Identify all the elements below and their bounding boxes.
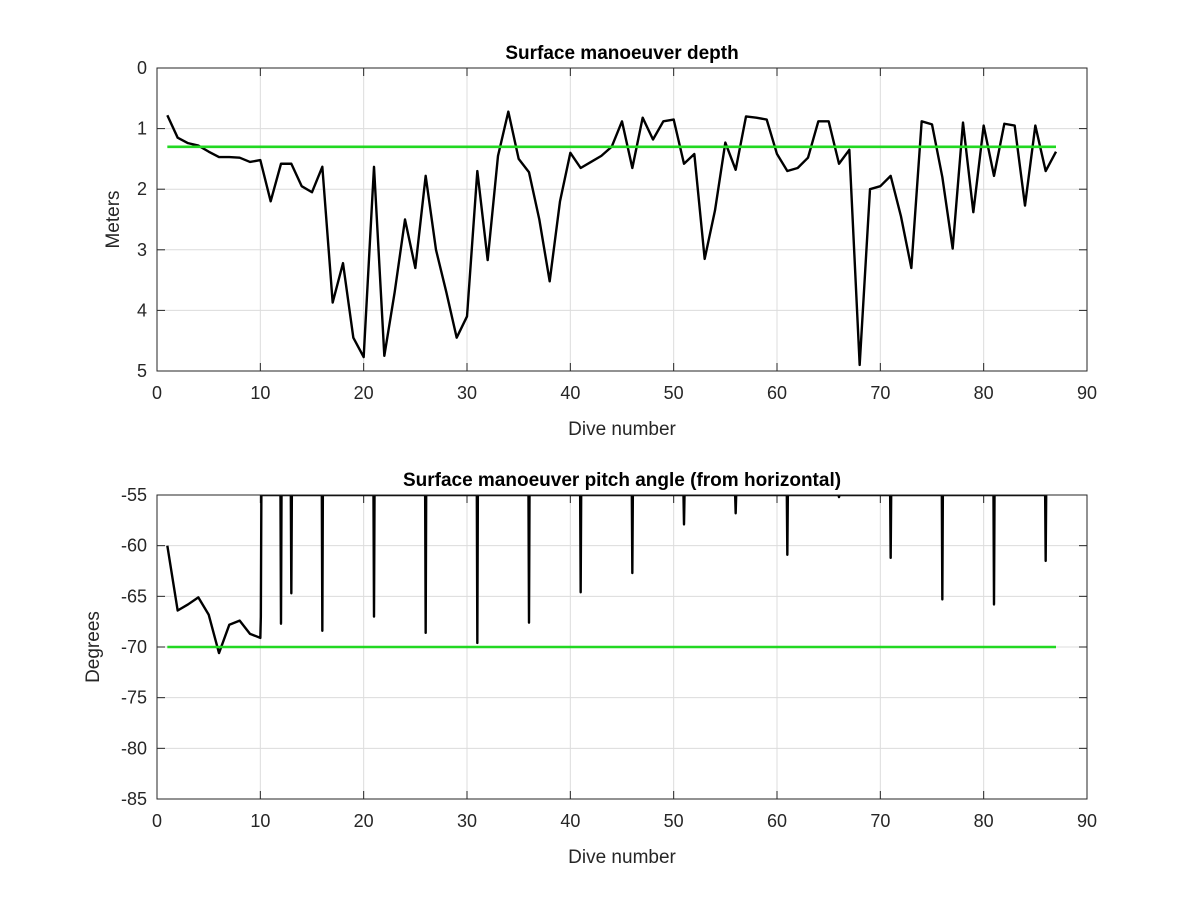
y-tick-label: -60	[121, 536, 147, 556]
x-tick-label: 50	[664, 811, 684, 831]
x-tick-label: 30	[457, 383, 477, 403]
chart-title: Surface manoeuver pitch angle (from hori…	[403, 470, 841, 491]
y-axis-label: Degrees	[83, 611, 104, 683]
plot-area	[157, 68, 1087, 371]
y-tick-label: -80	[121, 738, 147, 758]
y-tick-label: 0	[137, 58, 147, 78]
x-tick-label: 70	[870, 811, 890, 831]
x-tick-label: 70	[870, 383, 890, 403]
depth-chart: 0 10 20 30 40 50 60 70 80 90 0 1 2 3 4 5 Surface manoeuv…	[103, 43, 1097, 440]
x-tick-label: 80	[974, 383, 994, 403]
y-tick-label: -55	[121, 485, 147, 505]
x-tick-label: 90	[1077, 383, 1097, 403]
data-series-line	[166, 495, 1048, 655]
y-tick-label: 2	[137, 179, 147, 199]
x-tick-label: 90	[1077, 811, 1097, 831]
y-tick-label: -85	[121, 789, 147, 809]
axes-frame	[156, 67, 1088, 372]
y-tick-label: -75	[121, 688, 147, 708]
x-tick-label: 0	[152, 811, 162, 831]
x-tick-label: 20	[354, 383, 374, 403]
x-tick-label: 20	[354, 811, 374, 831]
x-tick-label: 60	[767, 811, 787, 831]
y-tick-label: 3	[137, 240, 147, 260]
y-axis-label: Meters	[103, 190, 124, 248]
y-tick-label: 5	[137, 361, 147, 381]
chart-title: Surface manoeuver depth	[505, 43, 738, 64]
axes-frame	[156, 494, 1088, 800]
x-tick-label: 40	[560, 383, 580, 403]
x-axis-label: Dive number	[568, 847, 676, 868]
x-tick-label: 30	[457, 811, 477, 831]
y-tick-label: -65	[121, 586, 147, 606]
y-tick-label: 4	[137, 300, 147, 320]
x-axis-label: Dive number	[568, 419, 676, 440]
x-tick-label: 80	[974, 811, 994, 831]
x-tick-label: 50	[664, 383, 684, 403]
pitch-angle-chart: 0 10 20 30 40 50 60 70 80 90 -55 -60 -65 -70 -75 -80 -85…	[83, 470, 1097, 868]
x-tick-label: 40	[560, 811, 580, 831]
y-tick-label: 1	[137, 119, 147, 139]
x-tick-label: 0	[152, 383, 162, 403]
x-tick-label: 10	[250, 383, 270, 403]
y-tick-label: -70	[121, 637, 147, 657]
x-tick-label: 10	[250, 811, 270, 831]
x-tick-label: 60	[767, 383, 787, 403]
